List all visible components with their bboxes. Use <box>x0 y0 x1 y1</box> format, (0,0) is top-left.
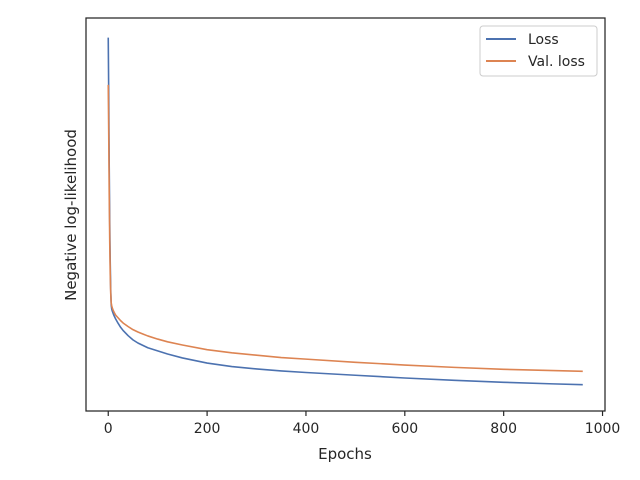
series-layer <box>107 37 583 386</box>
legend-label-loss: Loss <box>528 32 559 48</box>
x-tick-label-0: 0 <box>104 421 113 437</box>
x-axis-ticks: 0 200 400 600 800 1000 <box>104 411 621 437</box>
legend: Loss Val. loss <box>479 25 598 77</box>
plot-frame <box>85 17 606 412</box>
x-tick-label-800: 800 <box>490 421 517 437</box>
x-tick-label-200: 200 <box>194 421 221 437</box>
x-axis-label: Epochs <box>318 445 372 463</box>
y-axis-label: Negative log-likelihood <box>62 129 80 301</box>
series-line-val-loss <box>107 84 583 373</box>
x-tick-label-600: 600 <box>391 421 418 437</box>
x-tick-label-1000: 1000 <box>585 421 621 437</box>
x-tick-label-400: 400 <box>293 421 320 437</box>
legend-label-val-loss: Val. loss <box>528 54 585 70</box>
plot-background <box>86 18 605 411</box>
